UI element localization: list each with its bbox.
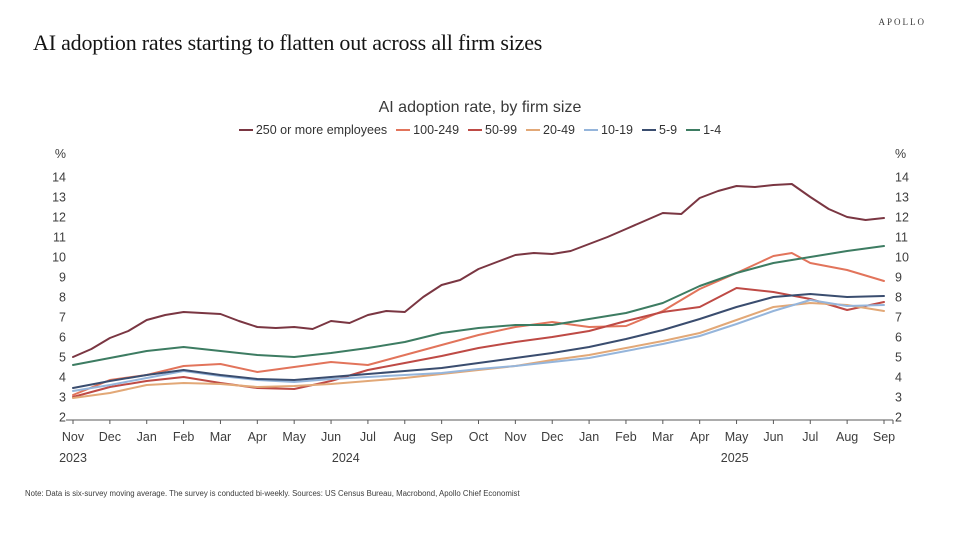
y-axis-label-right: 14 [895,171,909,185]
legend-item: 100-249 [396,123,459,137]
legend-label: 10-19 [601,123,633,137]
legend-dash-icon [468,129,483,131]
legend-dash-icon [642,129,656,131]
legend-label: 5-9 [659,123,678,137]
page-title: AI adoption rates starting to flatten ou… [33,30,543,55]
x-axis-month-label: Jun [321,430,341,444]
legend-dash-icon [686,129,701,131]
series-line-10-19 [72,299,885,392]
y-axis-label-left: 12 [52,211,66,225]
series-line-50-99 [72,287,885,398]
series-line-100-249 [72,252,885,396]
legend-item: 10-19 [584,123,633,137]
y-axis-label-left: 7 [59,311,66,325]
legend-item: 250 or more employees [238,123,388,137]
y-axis-label-right: 11 [895,231,908,245]
legend-label: 20-49 [543,123,576,137]
series-line-1-4 [72,245,885,366]
y-axis-label-left: 9 [59,271,66,285]
legend-label: 250 or more employees [255,123,388,137]
x-axis-month-label: Dec [99,430,121,444]
y-axis-unit-right: % [895,147,906,161]
series-line-5-9 [72,293,885,389]
y-axis-label-right: 9 [895,271,902,285]
y-axis-label-right: 6 [895,331,902,345]
y-axis-label-right: 13 [895,191,909,205]
legend-label: 100-249 [413,123,460,137]
chart-title: AI adoption rate, by firm size [378,99,582,116]
x-axis-month-label: Jul [360,430,376,444]
x-axis-month-label: Jan [579,430,599,444]
legend-label: 50-99 [485,123,518,137]
apollo-logo: APOLLO [878,17,926,27]
x-axis-month-label: Aug [836,430,858,444]
y-axis-label-right: 10 [895,251,909,265]
x-axis-month-label: Oct [469,430,489,444]
x-axis-month-label: Jun [763,430,783,444]
y-axis-label-left: 5 [59,351,66,365]
legend-label: 1-4 [703,123,722,137]
y-axis-label-left: 11 [53,231,66,245]
y-axis-label-left: 10 [52,251,66,265]
x-axis-month-label: Dec [541,430,563,444]
legend-item: 20-49 [526,123,575,137]
x-axis-year-label: 2025 [721,451,749,465]
x-axis-month-label: Sep [873,430,895,444]
x-axis-month-label: Sep [431,430,453,444]
source-note: Note: Data is six-survey moving average.… [25,489,520,498]
x-axis-year-label: 2023 [59,451,87,465]
legend-item: 50-99 [468,123,517,137]
y-axis-label-left: 4 [59,371,66,385]
x-axis-month-label: Aug [394,430,416,444]
legend-dash-icon [396,129,411,131]
x-axis-month-label: Jul [802,430,818,444]
y-axis-label-left: 3 [59,391,66,405]
x-axis-month-label: Jan [137,430,157,444]
y-axis-label-left: 13 [52,191,66,205]
y-axis-label-right: 5 [895,351,902,365]
y-axis-unit-left: % [55,147,66,161]
y-axis-label-left: 2 [59,411,66,425]
y-axis-label-left: 8 [59,291,66,305]
y-axis-label-right: 3 [895,391,902,405]
chart-legend: 250 or more employees 100-249 50-99 20-49 10… [0,123,960,137]
legend-dash-icon [238,129,253,131]
x-axis-month-label: May [282,430,306,444]
y-axis-label-right: 2 [895,411,902,425]
y-axis-label-right: 4 [895,371,902,385]
x-axis-month-label: Apr [690,430,709,444]
x-axis-month-label: Nov [504,430,527,444]
legend-dash-icon [584,129,599,131]
y-axis-label-left: 6 [59,331,66,345]
series-line-250-or-more-employees [72,183,885,358]
y-axis-label-right: 12 [895,211,909,225]
x-axis-month-label: May [725,430,749,444]
x-axis-month-label: Mar [210,430,232,444]
legend-dash-icon [526,129,541,131]
y-axis-label-right: 8 [895,291,902,305]
x-axis-month-label: Feb [615,430,637,444]
y-axis-label-right: 7 [895,311,902,325]
x-axis-year-label: 2024 [332,451,360,465]
x-axis-month-label: Mar [652,430,674,444]
x-axis-month-label: Feb [173,430,195,444]
x-axis-month-label: Nov [62,430,85,444]
x-axis-month-label: Apr [248,430,267,444]
y-axis-label-left: 14 [52,171,66,185]
legend-item: 5-9 [642,123,677,137]
series-line-20-49 [72,302,885,399]
legend-item: 1-4 [686,123,721,137]
